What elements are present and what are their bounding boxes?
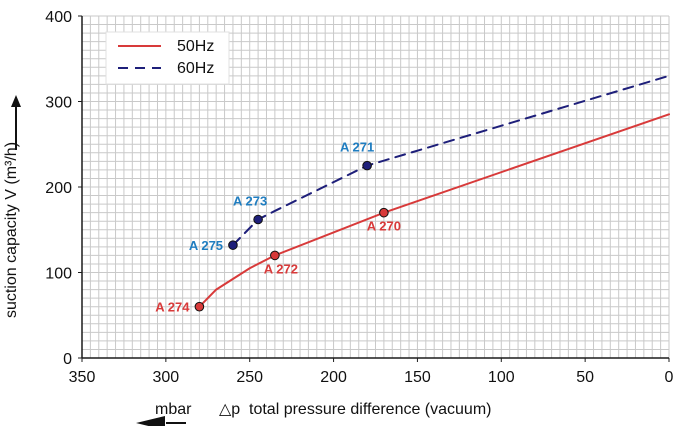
x-tick-label: 0 — [665, 369, 674, 386]
data-point-marker — [228, 240, 238, 250]
data-point-marker — [362, 160, 372, 171]
data-point-marker — [379, 207, 389, 218]
markers: A 270 A 271 A 272 A 273 A 274 A 275 — [155, 140, 401, 315]
y-tick-label: 400 — [45, 9, 72, 26]
y-axis-label: suction capacity V (m³/h) — [3, 142, 20, 318]
data-point-marker — [253, 214, 263, 225]
x-axis-symbol: △p — [219, 401, 240, 418]
x-tick-label: 300 — [153, 369, 180, 386]
x-axis-label: total pressure difference (vacuum) — [249, 401, 491, 418]
x-tick-label: 250 — [236, 369, 263, 386]
x-axis-label-group: mbar △p total pressure difference (vacuum) — [136, 401, 491, 426]
x-tick-label: 100 — [488, 369, 515, 386]
data-point-label: A 274 — [155, 300, 190, 315]
tick-labels: 0 100 200 300 400 350 300 250 200 150 100 50 0 — [45, 9, 673, 386]
data-point-marker — [194, 301, 205, 312]
x-tick-label: 200 — [320, 369, 347, 386]
y-axis-arrow — [11, 95, 21, 150]
x-tick-label: 50 — [576, 369, 594, 386]
x-axis-arrow-head — [136, 416, 165, 426]
data-point-label: A 270 — [367, 219, 401, 234]
legend-box — [105, 31, 230, 85]
y-tick-label: 0 — [63, 351, 72, 368]
y-tick-label: 300 — [45, 95, 72, 112]
legend: 50Hz 60Hz — [105, 31, 230, 85]
series-line-60hz — [231, 74, 670, 247]
y-tick-label: 200 — [45, 180, 72, 197]
data-point-label: A 271 — [340, 140, 374, 155]
x-tick-label: 150 — [404, 369, 431, 386]
y-tick-label: 100 — [45, 266, 72, 283]
data-point-label: A 272 — [264, 261, 298, 276]
y-axis-arrow-head — [11, 95, 21, 107]
data-point-label: A 275 — [189, 238, 223, 253]
x-axis-unit-label: mbar — [155, 401, 192, 418]
series — [198, 74, 670, 308]
legend-label: 60Hz — [177, 60, 214, 77]
data-point-label: A 273 — [233, 193, 267, 208]
series-line-50hz — [198, 113, 670, 308]
x-tick-label: 350 — [69, 369, 96, 386]
legend-label: 50Hz — [177, 38, 214, 55]
data-point-marker — [270, 250, 280, 261]
